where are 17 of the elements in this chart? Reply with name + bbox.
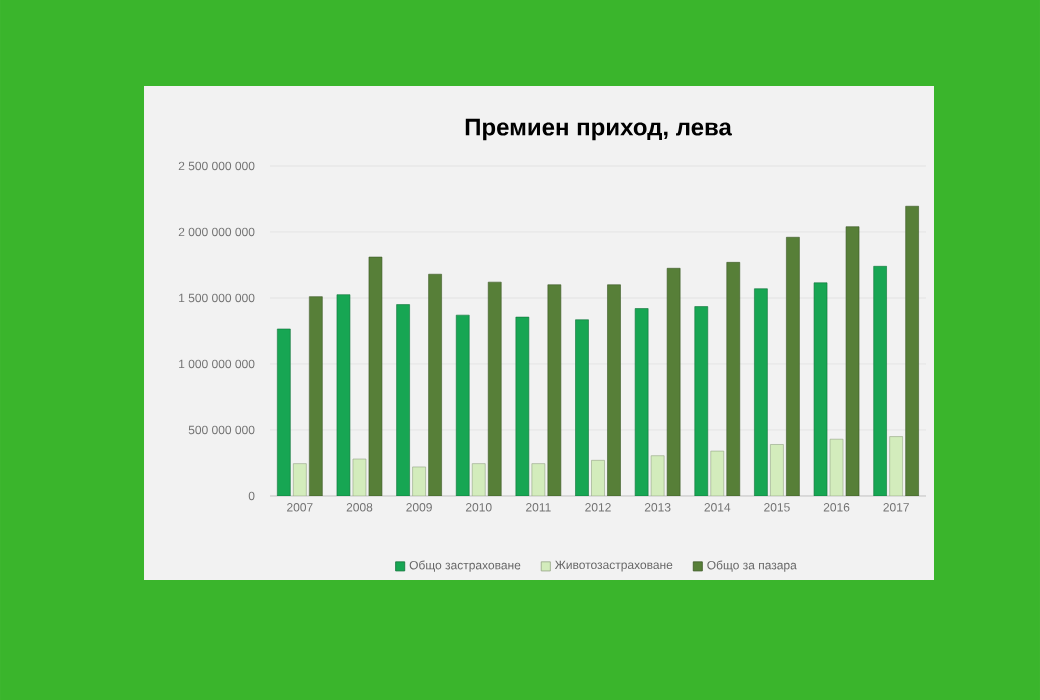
bar [754, 288, 768, 496]
bar [694, 306, 709, 496]
bar [575, 319, 589, 496]
bar [309, 296, 323, 496]
bar [607, 284, 621, 496]
bar [889, 436, 903, 496]
chart-title: Премиен приход, лева [465, 118, 732, 141]
bar [726, 262, 741, 496]
bar [396, 304, 410, 496]
bar [770, 444, 784, 496]
bar [905, 205, 919, 496]
bar [873, 266, 887, 496]
bar [786, 236, 800, 496]
bar [487, 281, 502, 496]
bar [428, 273, 442, 496]
bar [455, 314, 470, 496]
bar [277, 328, 291, 496]
